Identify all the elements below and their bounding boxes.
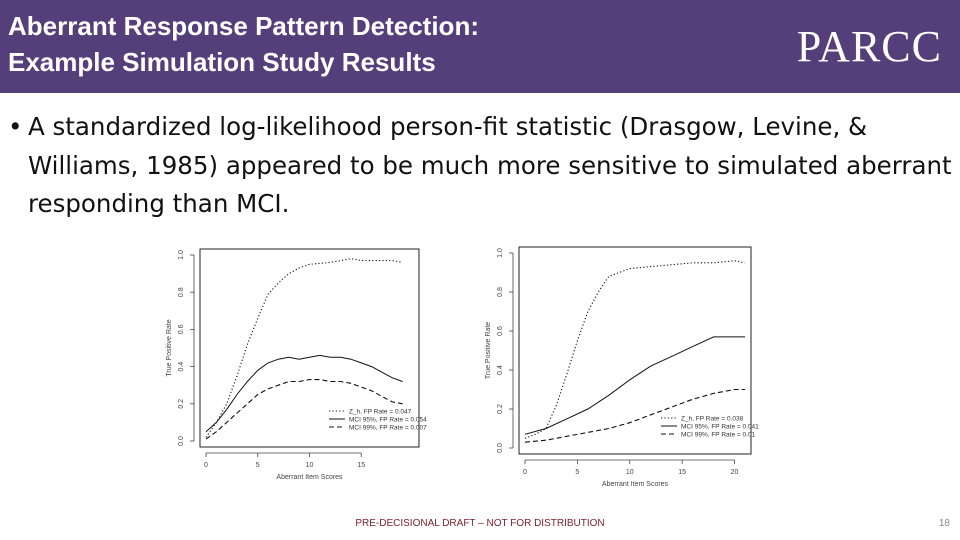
left-chart-y-tick-label: 0.0	[178, 436, 185, 446]
left-chart-legend-label-1: Z_h, FP Rate = 0.047	[349, 409, 412, 416]
left-chart-y-tick-label: 1.0	[178, 250, 185, 260]
left-chart-y-tick-label: 0.8	[178, 287, 185, 297]
left-chart-x-tick-label: 5	[256, 462, 260, 469]
bullet-text: A standardized log-likelihood person-fit…	[28, 112, 952, 218]
right-chart-series-2-line	[524, 336, 745, 435]
left-chart-series-2-line	[205, 354, 403, 433]
left-chart-y-tick-label: 0.6	[178, 324, 185, 334]
right-chart-legend-label-3: MCI 99%, FP Rate = 0.01	[681, 432, 756, 439]
right-chart-legend-label-2: MCI 95%, FP Rate = 0.041	[681, 424, 759, 431]
left-chart-plot-frame	[199, 248, 420, 448]
title-banner: Aberrant Response Pattern Detection: Exa…	[0, 0, 960, 93]
right-chart-series-1-line	[524, 260, 746, 439]
left-chart-x-tick-label: 0	[204, 462, 208, 469]
draft-notice: PRE-DECISIONAL DRAFT – NOT FOR DISTRIBUT…	[355, 518, 605, 529]
slide-title: Aberrant Response Pattern Detection: Exa…	[8, 8, 479, 80]
right-chart-y-tick-label: 0.4	[497, 365, 504, 375]
left-chart-x-tick-label: 10	[306, 462, 314, 469]
page-number: 18	[938, 518, 950, 529]
right-chart-x-tick-label: 20	[731, 469, 739, 476]
right-chart-y-axis-label: True Positive Rate	[485, 322, 492, 379]
left-chart-legend-label-2: MCI 95%, FP Rate = 0.054	[349, 417, 427, 424]
right-chart-x-tick-label: 10	[626, 469, 634, 476]
right-chart-y-tick-label: 0.0	[497, 443, 504, 453]
left-chart-y-axis-label: True Positive Rate	[166, 319, 173, 376]
right-chart-y-tick-label: 0.2	[497, 404, 504, 414]
left-chart-x-tick-label: 15	[357, 462, 365, 469]
left-chart-svg: 0 5 10 15 Aberrant Item Scores 0.0 0.2 0.4 0.6 0.…	[166, 248, 427, 481]
right-chart-svg: 0 5 10 15 20 Aberrant Item Scores 0.0 0.2 0.4 0.6…	[485, 246, 759, 488]
left-chart-y-tick-label: 0.2	[178, 399, 185, 409]
right-chart-legend-label-1: Z_h, FP Rate = 0.038	[681, 416, 744, 423]
slide-title-line-2: Example Simulation Study Results	[8, 47, 436, 77]
right-chart: 0 5 10 15 20 Aberrant Item Scores 0.0 0.2 0.4 0.6…	[470, 240, 770, 500]
right-chart-y-tick-label: 0.8	[497, 287, 504, 297]
left-chart-x-axis-label: Aberrant Item Scores	[276, 474, 343, 481]
parcc-logo: PARCC	[796, 22, 942, 71]
right-chart-y-tick-label: 1.0	[497, 248, 504, 258]
right-chart-x-tick-label: 15	[678, 469, 686, 476]
right-chart-y-tick-label: 0.6	[497, 326, 504, 336]
slide-title-line-1: Aberrant Response Pattern Detection:	[8, 11, 479, 41]
left-chart: 0 5 10 15 Aberrant Item Scores 0.0 0.2 0.4 0.6 0.…	[155, 240, 440, 490]
right-chart-x-axis-label: Aberrant Item Scores	[602, 481, 669, 488]
left-chart-series-3-line	[205, 379, 403, 440]
right-chart-x-tick-label: 0	[523, 469, 527, 476]
bullet-point: • A standardized log-likelihood person-fi…	[8, 108, 960, 224]
bullet-mark: •	[8, 112, 23, 141]
left-chart-y-tick-label: 0.4	[178, 362, 185, 372]
left-chart-legend-label-3: MCI 99%, FP Rate = 0.007	[349, 425, 427, 432]
right-chart-x-tick-label: 5	[575, 469, 579, 476]
right-chart-plot-frame	[518, 246, 752, 455]
